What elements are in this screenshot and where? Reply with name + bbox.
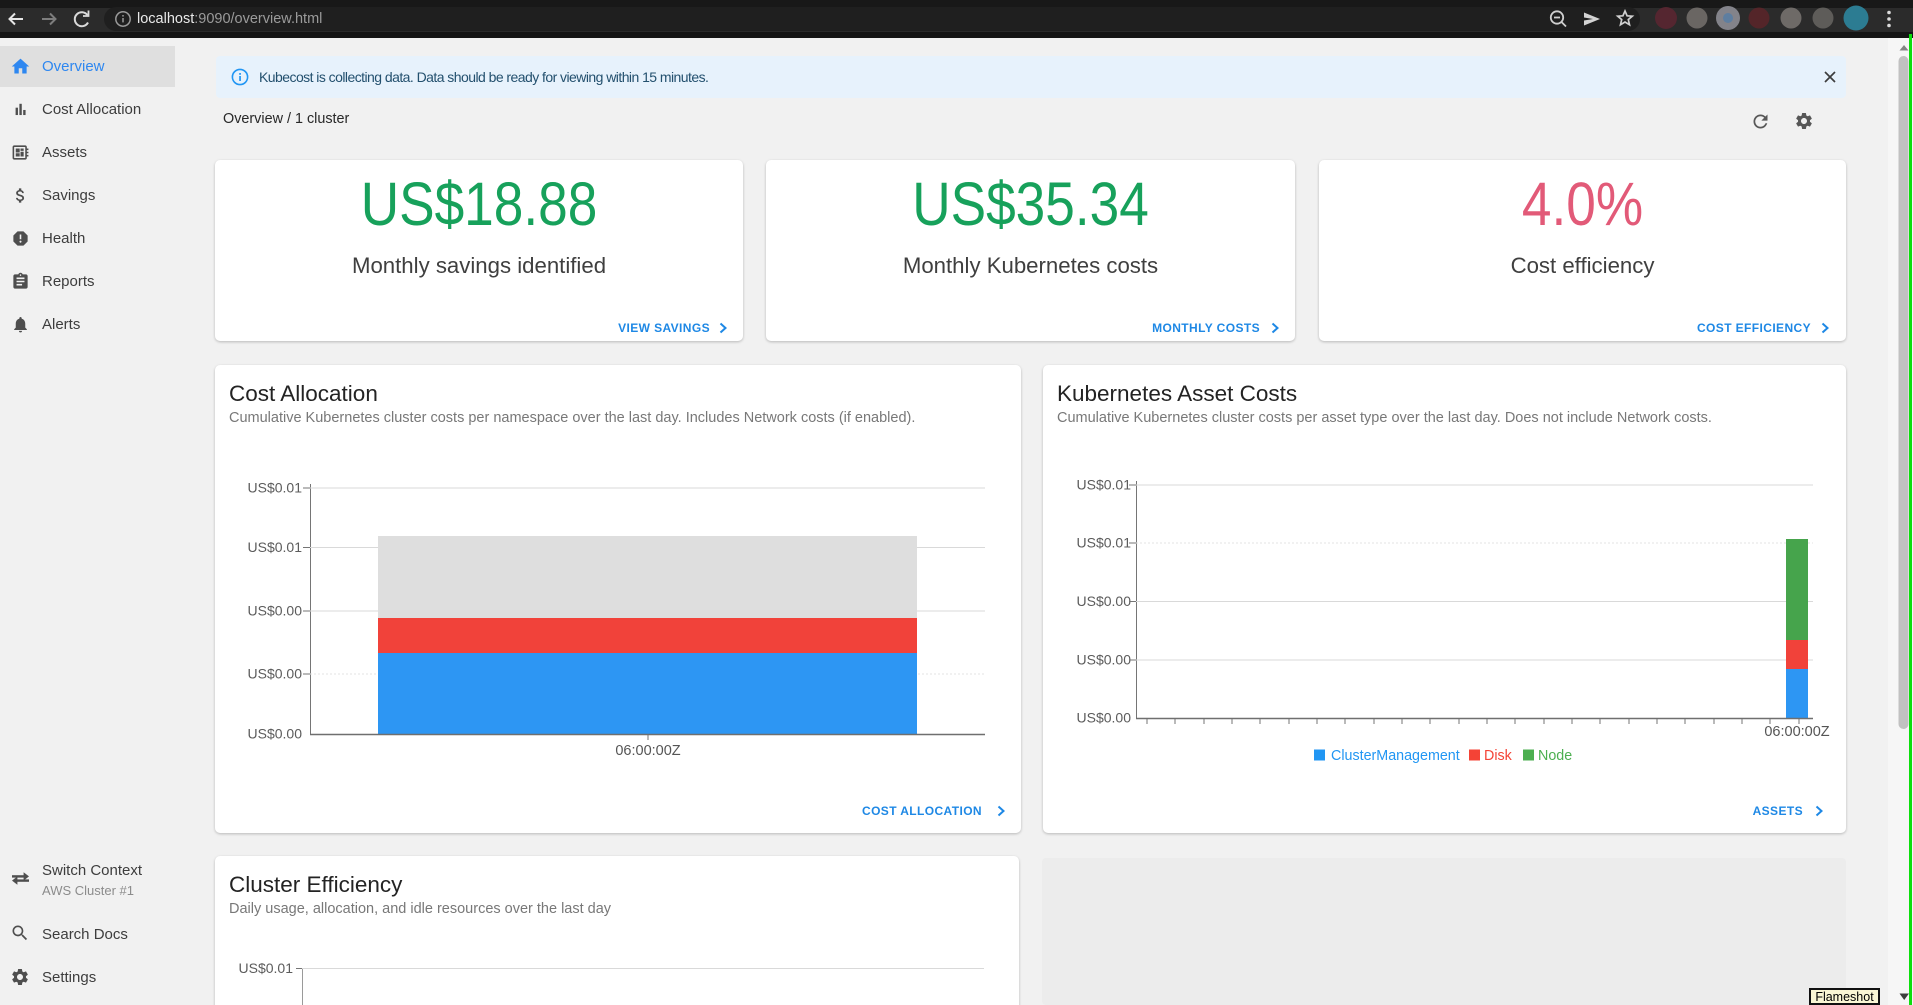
- svg-text:ClusterManagement: ClusterManagement: [1331, 748, 1460, 764]
- svg-text:US$0.01: US$0.01: [1077, 535, 1132, 551]
- svg-text:US$0.00: US$0.00: [1077, 710, 1132, 726]
- svg-text:US$0.01: US$0.01: [1077, 477, 1132, 493]
- svg-text:US$0.01: US$0.01: [248, 539, 303, 555]
- svg-text:Disk: Disk: [1484, 748, 1513, 764]
- svg-text:US$0.01: US$0.01: [248, 480, 303, 496]
- svg-text:US$0.00: US$0.00: [248, 666, 303, 682]
- svg-text:US$0.00: US$0.00: [248, 726, 303, 742]
- svg-text:Node: Node: [1538, 748, 1572, 764]
- svg-text:06:00:00Z: 06:00:00Z: [1764, 724, 1829, 740]
- svg-text:US$0.01: US$0.01: [239, 960, 294, 976]
- svg-text:US$0.00: US$0.00: [1077, 652, 1132, 668]
- svg-text:US$0.00: US$0.00: [1077, 593, 1132, 609]
- svg-text:US$0.00: US$0.00: [248, 603, 303, 619]
- svg-text:06:00:00Z: 06:00:00Z: [615, 743, 680, 759]
